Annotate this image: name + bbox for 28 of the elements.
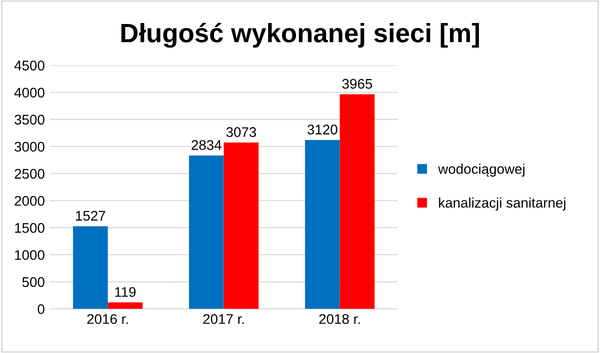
y-tick-label: 1000 <box>15 250 44 260</box>
x-tick-label: 2017 r. <box>203 314 244 324</box>
chart-title: Długość wykonanej sieci [m] <box>121 22 479 48</box>
data-label: 3120 <box>307 124 338 134</box>
data-label: 1527 <box>76 210 106 221</box>
y-tick-label: 4500 <box>14 60 44 70</box>
y-tick-label: 2500 <box>14 168 44 179</box>
x-tick-label: 2018 r. <box>319 314 360 324</box>
data-label: 3965 <box>342 78 372 89</box>
bar <box>224 142 259 309</box>
bar <box>73 226 108 309</box>
bar <box>305 140 340 309</box>
y-tick-label: 500 <box>22 277 44 287</box>
bar <box>340 94 375 309</box>
legend-label: kanalizacji sanitarnej <box>439 198 566 210</box>
data-label: 2834 <box>192 140 222 150</box>
bar <box>189 155 224 309</box>
y-tick-label: 1500 <box>15 223 44 233</box>
y-tick-label: 3000 <box>14 142 44 152</box>
y-tick-label: 4000 <box>14 88 44 98</box>
x-tick-label: 2016 r. <box>87 314 128 324</box>
y-tick-label: 2000 <box>14 196 44 206</box>
data-label: 3073 <box>226 127 256 138</box>
legend-label: wodociągowej <box>438 164 524 177</box>
y-tick-label: 3500 <box>14 114 44 125</box>
data-label: 119 <box>115 287 136 297</box>
y-tick-label: 0 <box>38 304 44 314</box>
bar <box>108 302 143 309</box>
